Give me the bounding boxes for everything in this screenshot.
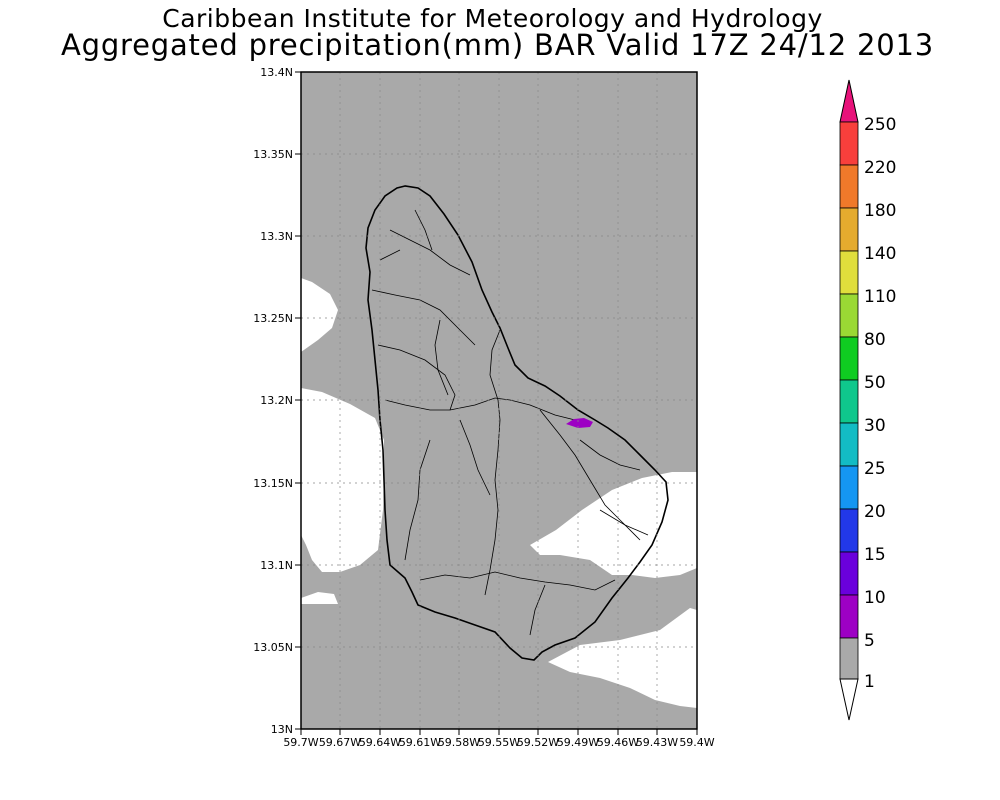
colorbar-band [839,164,859,209]
colorbar-band [839,379,859,424]
colorbar-label: 15 [864,545,886,565]
dry-region-west-upper [301,278,338,352]
chart-title-line1: Caribbean Institute for Meteorology and … [162,4,823,33]
colorbar-band [839,293,859,338]
lon-tick-label: 59.67W [319,736,361,749]
colorbar-band [839,508,859,553]
colorbar-band [839,207,859,252]
lon-tick-label: 59.49W [557,736,599,749]
colorbar-band [839,637,859,680]
lat-tick-label: 13.1N [260,559,293,572]
chart-title-line2: Aggregated precipitation(mm) BAR Valid 1… [60,28,935,62]
colorbar-label: 180 [864,201,896,221]
lat-tick-label: 13.15N [253,477,293,490]
colorbar-band [839,465,859,510]
precip-spot-purple [566,418,593,428]
colorbar-label: 5 [864,631,875,651]
colorbar-band [839,422,859,467]
interior-boundaries [371,209,649,636]
lat-tick-label: 13.25N [253,312,293,325]
island-coastline [365,185,669,661]
colorbar-band [839,594,859,639]
colorbar-label: 30 [864,416,886,436]
colorbar-label: 10 [864,588,886,608]
lon-tick-label: 59.58W [438,736,480,749]
lat-tick-label: 13.4N [260,66,293,79]
colorbar-band [839,121,859,166]
dry-region-south [548,608,697,708]
colorbar-label: 20 [864,502,886,522]
lat-tick-label: 13.35N [253,148,293,161]
colorbar-band [839,250,859,295]
lon-tick-label: 59.55W [478,736,520,749]
colorbar-bottom-arrow [839,678,859,721]
lat-tick-label: 13.2N [260,394,293,407]
lat-tick-label: 13.05N [253,641,293,654]
colorbar-label: 250 [864,115,896,135]
lon-axis: 59.7W 59.67W 59.64W 59.61W 59.58W 59.55W… [283,729,715,749]
lon-tick-label: 59.43W [636,736,678,749]
map-grid [301,72,697,729]
colorbar-label: 140 [864,244,896,264]
colorbar-label: 25 [864,459,886,479]
lon-tick-label: 59.46W [597,736,639,749]
colorbar-label: 80 [864,330,886,350]
lon-tick-label: 59.52W [517,736,559,749]
lon-tick-label: 59.7W [283,736,318,749]
lon-tick-label: 59.64W [359,736,401,749]
colorbar-band [839,551,859,596]
lat-tick-label: 13.3N [260,230,293,243]
colorbar-top-arrow [839,79,859,123]
lon-tick-label: 59.4W [679,736,714,749]
dry-region-west-lower [301,592,338,604]
colorbar: 250 220 180 140 110 80 50 30 25 20 15 10… [839,79,896,721]
colorbar-band [839,336,859,381]
lat-tick-label: 13N [271,723,293,736]
lon-tick-label: 59.61W [399,736,441,749]
colorbar-label: 50 [864,373,886,393]
lat-axis: 13.4N 13.35N 13.3N 13.25N 13.2N 13.15N 1… [253,66,301,736]
colorbar-label: 1 [864,672,875,692]
colorbar-label: 220 [864,158,896,178]
dry-region-east [530,472,697,578]
colorbar-label: 110 [864,287,896,307]
dry-region-west-middle [301,388,384,572]
